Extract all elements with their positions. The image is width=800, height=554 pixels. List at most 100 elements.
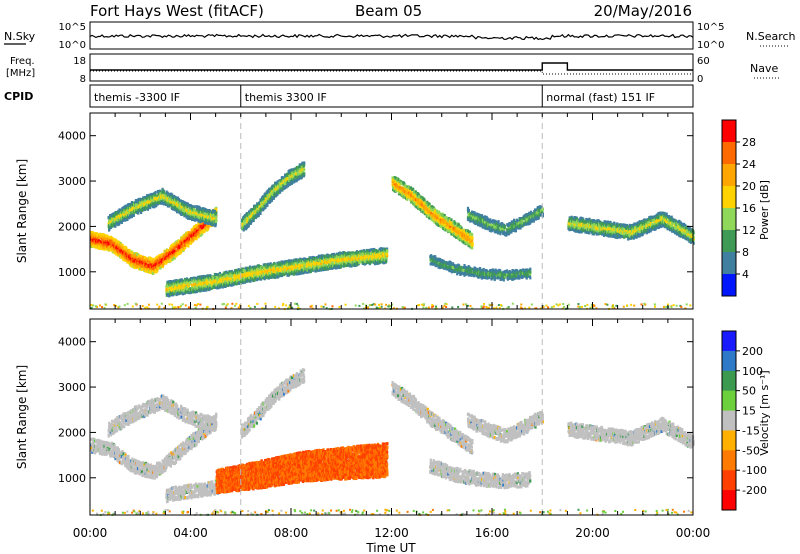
- power-cell: [202, 278, 205, 282]
- power-cell: [314, 258, 317, 262]
- power-cell: [303, 265, 306, 269]
- power-cell: [121, 243, 124, 247]
- power-cell: [104, 245, 107, 249]
- power-cell: [165, 288, 168, 292]
- power-cell: [148, 193, 151, 197]
- power-cell: [123, 249, 126, 253]
- power-cell: [281, 260, 284, 264]
- power-cell: [200, 219, 203, 223]
- power-cell: [279, 274, 282, 278]
- power-cell: [189, 280, 192, 284]
- power-cell: [343, 259, 346, 263]
- power-cell: [122, 258, 125, 262]
- power-cell: [300, 262, 303, 266]
- power-cell: [154, 266, 158, 270]
- power-cell: [324, 263, 327, 267]
- noise-right-tick-bottom: 10^0: [697, 40, 724, 51]
- power-cell: [186, 280, 189, 284]
- power-cell: [232, 272, 235, 276]
- power-cell: [189, 209, 192, 213]
- power-cell: [116, 246, 119, 250]
- power-cell: [90, 245, 93, 249]
- power-cell: [197, 283, 200, 287]
- power-cell: [255, 278, 258, 282]
- power-cell: [166, 249, 169, 252]
- power-cell: [176, 206, 179, 210]
- power-cell: [213, 209, 216, 213]
- power-cell: [270, 275, 273, 279]
- power-cell: [113, 246, 116, 249]
- power-cell: [220, 280, 223, 284]
- power-cell: [130, 209, 133, 213]
- power-cell: [142, 267, 145, 271]
- power-cell: [173, 292, 176, 296]
- power-cell: [212, 209, 215, 213]
- power-cell: [191, 218, 194, 221]
- power-cell: [310, 261, 313, 265]
- power-cell: [100, 243, 103, 247]
- power-cell: [209, 212, 212, 216]
- power-cell: [221, 285, 224, 289]
- power-cell: [201, 226, 204, 230]
- power-cell: [186, 202, 190, 206]
- power-cell: [121, 214, 124, 218]
- power-cell: [246, 279, 249, 283]
- power-cell: [266, 276, 269, 280]
- power-cell: [173, 279, 176, 283]
- power-cell: [174, 245, 177, 249]
- power-cell: [111, 224, 114, 228]
- power-cell: [185, 277, 189, 281]
- power-cell: [214, 222, 217, 226]
- power-cell: [175, 253, 178, 257]
- power-cell: [156, 190, 159, 193]
- power-cell: [181, 235, 184, 239]
- power-cell: [199, 209, 202, 213]
- power-cell: [207, 223, 210, 227]
- power-cell: [171, 193, 174, 197]
- power-cell: [132, 262, 136, 266]
- power-cell: [182, 212, 185, 215]
- power-cell: [143, 256, 147, 259]
- power-cell: [151, 263, 154, 266]
- power-cell: [153, 193, 156, 197]
- power-cell: [198, 226, 201, 230]
- power-cell: [276, 264, 279, 268]
- power-cell: [150, 268, 153, 272]
- power-cell: [228, 277, 231, 281]
- power-cell: [297, 262, 300, 266]
- power-cell: [189, 217, 192, 220]
- power-cell: [320, 267, 323, 271]
- power-scatter: [90, 161, 695, 311]
- power-cell: [192, 238, 195, 242]
- power-cell: [159, 266, 162, 270]
- power-cell: [157, 193, 160, 197]
- noise-left-tick-bottom: 10^0: [59, 40, 86, 51]
- noise-left-tick-top: 10^5: [59, 22, 86, 33]
- power-cell: [175, 279, 178, 282]
- power-cell: [182, 240, 185, 244]
- power-cell: [174, 203, 177, 207]
- power-cell: [309, 268, 312, 272]
- power-cell: [203, 229, 206, 233]
- power-cell: [342, 255, 345, 259]
- power-cell: [111, 237, 114, 241]
- power-cell: [137, 211, 140, 215]
- nave-trace: [90, 70, 693, 75]
- station-title: Fort Hays West (fitACF): [90, 2, 264, 20]
- power-cell: [207, 225, 210, 229]
- power-cell: [137, 260, 140, 264]
- nsky-label: N.Sky: [4, 30, 36, 43]
- power-cell: [103, 247, 106, 251]
- power-cell: [304, 270, 307, 274]
- power-cell: [247, 271, 250, 275]
- power-cell: [278, 272, 281, 276]
- power-cell: [240, 267, 243, 271]
- power-cell: [319, 264, 322, 268]
- power-cell: [210, 281, 213, 285]
- power-cell: [210, 286, 213, 290]
- power-cell: [190, 212, 193, 216]
- power-cell: [310, 256, 313, 260]
- power-cell: [269, 272, 272, 276]
- freq-label: Freq.: [10, 56, 35, 67]
- power-cell: [155, 204, 158, 207]
